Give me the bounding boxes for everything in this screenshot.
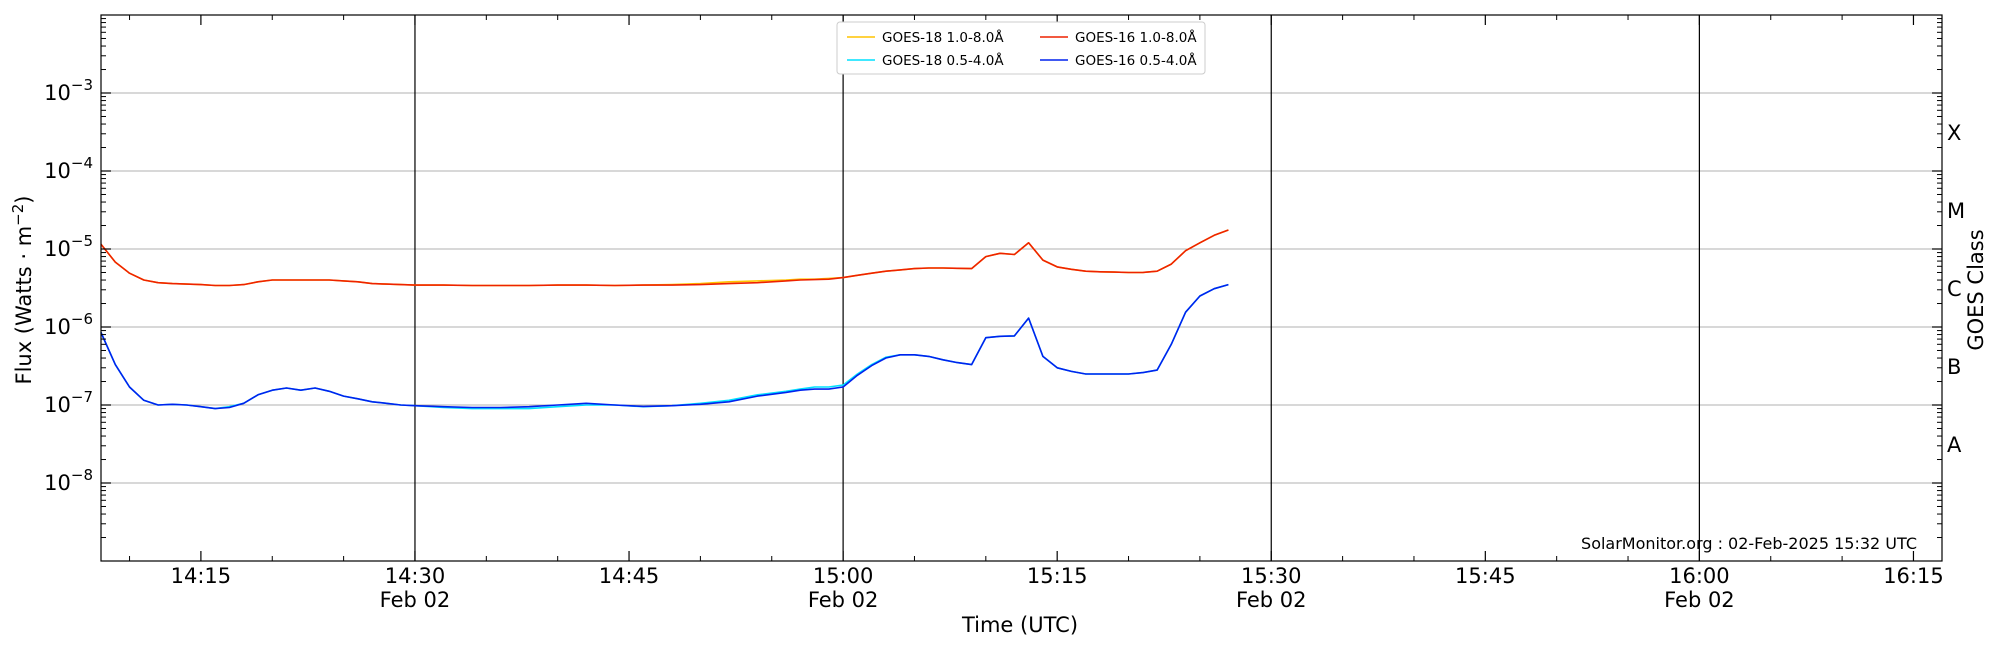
x-axis-title: Time (UTC) bbox=[961, 613, 1078, 637]
y-tick-base: 10 bbox=[44, 81, 71, 105]
y-tick-exponent: −8 bbox=[71, 466, 93, 484]
y-axis-title-main: Flux (Watts bbox=[12, 266, 36, 384]
y-tick-label: 10−8 bbox=[44, 466, 93, 495]
x-tick-date-label: Feb 02 bbox=[1236, 588, 1307, 612]
goes-class-label: A bbox=[1947, 433, 1962, 457]
right-axis-title: GOES Class bbox=[1964, 229, 1988, 350]
x-tick-date-label: Feb 02 bbox=[808, 588, 879, 612]
x-tick-label: 14:45 bbox=[599, 564, 660, 588]
x-tick-label: 15:15 bbox=[1027, 564, 1088, 588]
source-annotation: SolarMonitor.org : 02-Feb-2025 15:32 UTC bbox=[1581, 534, 1917, 553]
y-tick-base: 10 bbox=[44, 159, 71, 183]
y-tick-exponent: −4 bbox=[71, 154, 93, 172]
legend-label: GOES-18 0.5-4.0Å bbox=[882, 52, 1004, 69]
x-tick-label: 15:00 bbox=[813, 564, 874, 588]
y-tick-exponent: −7 bbox=[71, 388, 93, 406]
y-axis-title-exp: −2 bbox=[9, 204, 27, 226]
y-axis-title: Flux (Watts · m−2) bbox=[9, 195, 36, 384]
series-lines bbox=[100, 229, 1229, 410]
goes-class-label: C bbox=[1947, 277, 1962, 301]
y-tick-base: 10 bbox=[44, 315, 71, 339]
y-tick-base: 10 bbox=[44, 237, 71, 261]
plot-frame bbox=[100, 14, 1943, 562]
goes-class-label: B bbox=[1947, 355, 1961, 379]
legend-frame bbox=[836, 21, 1206, 75]
goes-class-label: X bbox=[1947, 121, 1961, 145]
y-tick-base: 10 bbox=[44, 471, 71, 495]
y-tick-label: 10−5 bbox=[44, 232, 93, 261]
legend-label: GOES-16 0.5-4.0Å bbox=[1075, 52, 1197, 69]
x-tick-label: 14:15 bbox=[171, 564, 232, 588]
y-axis-title-dot: · bbox=[12, 246, 36, 266]
y-tick-label: 10−4 bbox=[44, 154, 93, 183]
x-tick-label: 14:30 bbox=[385, 564, 446, 588]
y-tick-label: 10−6 bbox=[44, 310, 93, 339]
x-tick-label: 16:00 bbox=[1669, 564, 1730, 588]
x-tick-date-label: Feb 02 bbox=[380, 588, 451, 612]
legend-label: GOES-16 1.0-8.0Å bbox=[1075, 29, 1197, 46]
y-tick-label: 10−3 bbox=[44, 76, 93, 105]
y-axis-title-unit: m bbox=[12, 226, 36, 246]
legend: GOES-18 1.0-8.0Å GOES-18 0.5-4.0Å GOES-16 … bbox=[836, 21, 1206, 75]
series-line-1 bbox=[100, 229, 1229, 287]
y-tick-label: 10−7 bbox=[44, 388, 93, 417]
y-tick-base: 10 bbox=[44, 393, 71, 417]
x-tick-label: 15:30 bbox=[1241, 564, 1302, 588]
legend-label: GOES-18 1.0-8.0Å bbox=[882, 29, 1004, 46]
y-axis-title-close: ) bbox=[12, 195, 36, 203]
series-line-3 bbox=[100, 283, 1229, 410]
x-tick-date-label: Feb 02 bbox=[1664, 588, 1735, 612]
x-tick-label: 15:45 bbox=[1455, 564, 1516, 588]
goes-class-label: M bbox=[1947, 199, 1965, 223]
y-tick-exponent: −5 bbox=[71, 232, 93, 250]
y-tick-exponent: −6 bbox=[71, 310, 93, 328]
x-tick-label: 16:15 bbox=[1883, 564, 1944, 588]
y-tick-exponent: −3 bbox=[71, 76, 93, 94]
legend-items: GOES-18 1.0-8.0Å GOES-18 0.5-4.0Å GOES-16 … bbox=[847, 29, 1197, 69]
